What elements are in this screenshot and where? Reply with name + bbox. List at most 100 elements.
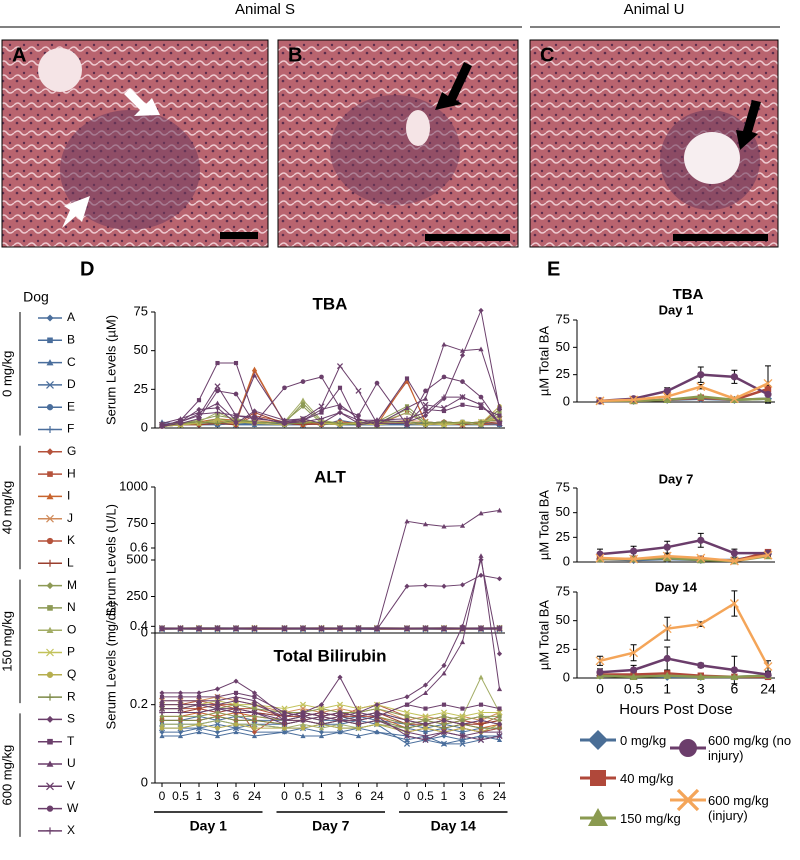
marker [178, 702, 183, 708]
marker [300, 721, 306, 727]
y-tick-label: 50 [134, 342, 148, 357]
marker [730, 373, 739, 381]
marker [629, 648, 639, 658]
marker [441, 670, 447, 676]
marker [46, 671, 54, 678]
marker [478, 405, 484, 410]
legend-label: 600 mg/kg (injury) [708, 793, 769, 823]
marker [696, 556, 705, 564]
marker [763, 378, 773, 388]
marker [356, 714, 361, 719]
marker [441, 419, 447, 425]
marker [233, 717, 239, 723]
marker [422, 420, 429, 426]
marker [281, 721, 288, 727]
marker [233, 713, 239, 720]
marker [404, 714, 410, 719]
series-line [162, 708, 500, 737]
marker [441, 341, 447, 347]
marker [403, 709, 411, 716]
marker [440, 404, 448, 411]
y-axis-label: µM Total BA [536, 600, 551, 670]
x-tick-label: 0 [596, 681, 604, 697]
marker [177, 729, 184, 735]
marker [46, 715, 54, 723]
marker [496, 732, 503, 740]
marker [318, 403, 325, 410]
marker [159, 717, 165, 723]
series-line [162, 727, 500, 741]
marker [460, 721, 465, 727]
marker [496, 507, 503, 513]
marker [233, 360, 239, 366]
y-tick-label: 0.6 [130, 539, 148, 554]
marker [478, 307, 484, 314]
marker [319, 410, 324, 415]
legend-label: T [67, 734, 75, 748]
marker [215, 725, 220, 731]
marker [422, 733, 429, 739]
legend-label: W [67, 801, 79, 815]
marker [214, 625, 221, 631]
marker [46, 782, 54, 791]
marker [251, 414, 258, 420]
marker [356, 422, 361, 427]
series-line [161, 405, 500, 427]
marker [252, 706, 257, 711]
marker [177, 416, 184, 421]
marker [281, 420, 288, 426]
series-line [161, 396, 500, 426]
marker [46, 648, 54, 657]
marker [251, 372, 258, 378]
marker [478, 674, 484, 680]
series-line [599, 538, 768, 556]
y-tick-label: 75 [556, 479, 570, 494]
marker [47, 337, 53, 344]
legend-label: F [67, 422, 74, 436]
marker [374, 706, 380, 711]
y-tick-label: 75 [556, 311, 570, 326]
marker [441, 662, 447, 669]
marker [214, 405, 221, 411]
group-label: Day 7 [312, 818, 350, 834]
marker [196, 625, 202, 631]
marker [696, 672, 705, 681]
series-line [161, 509, 500, 630]
marker [196, 416, 202, 422]
marker [356, 725, 361, 731]
marker [441, 625, 447, 631]
marker [459, 737, 466, 742]
series-line [162, 723, 500, 733]
y-tick-label: 25 [556, 529, 570, 544]
marker [423, 730, 428, 735]
legend-label: B [67, 332, 75, 346]
marker [159, 625, 165, 631]
marker [252, 702, 257, 708]
marker [196, 690, 202, 696]
marker [214, 729, 221, 735]
marker [422, 713, 429, 720]
marker [662, 392, 672, 402]
legend-label: P [67, 645, 75, 659]
marker [178, 725, 183, 731]
marker [355, 705, 362, 712]
marker [300, 725, 306, 731]
marker [595, 553, 605, 563]
marker [374, 717, 380, 723]
legend-label: D [67, 377, 76, 391]
marker [300, 625, 306, 631]
marker [318, 416, 325, 422]
marker [233, 721, 239, 727]
marker [337, 420, 343, 426]
marker [441, 374, 447, 380]
marker [214, 409, 221, 416]
marker [764, 390, 772, 398]
y-tick-label: 25 [134, 381, 148, 396]
marker [478, 402, 484, 408]
legend-label: G [67, 444, 76, 458]
y-tick-label: 75 [556, 583, 570, 598]
marker [497, 413, 502, 418]
marker [730, 549, 739, 557]
marker [478, 510, 484, 516]
marker [662, 551, 672, 561]
